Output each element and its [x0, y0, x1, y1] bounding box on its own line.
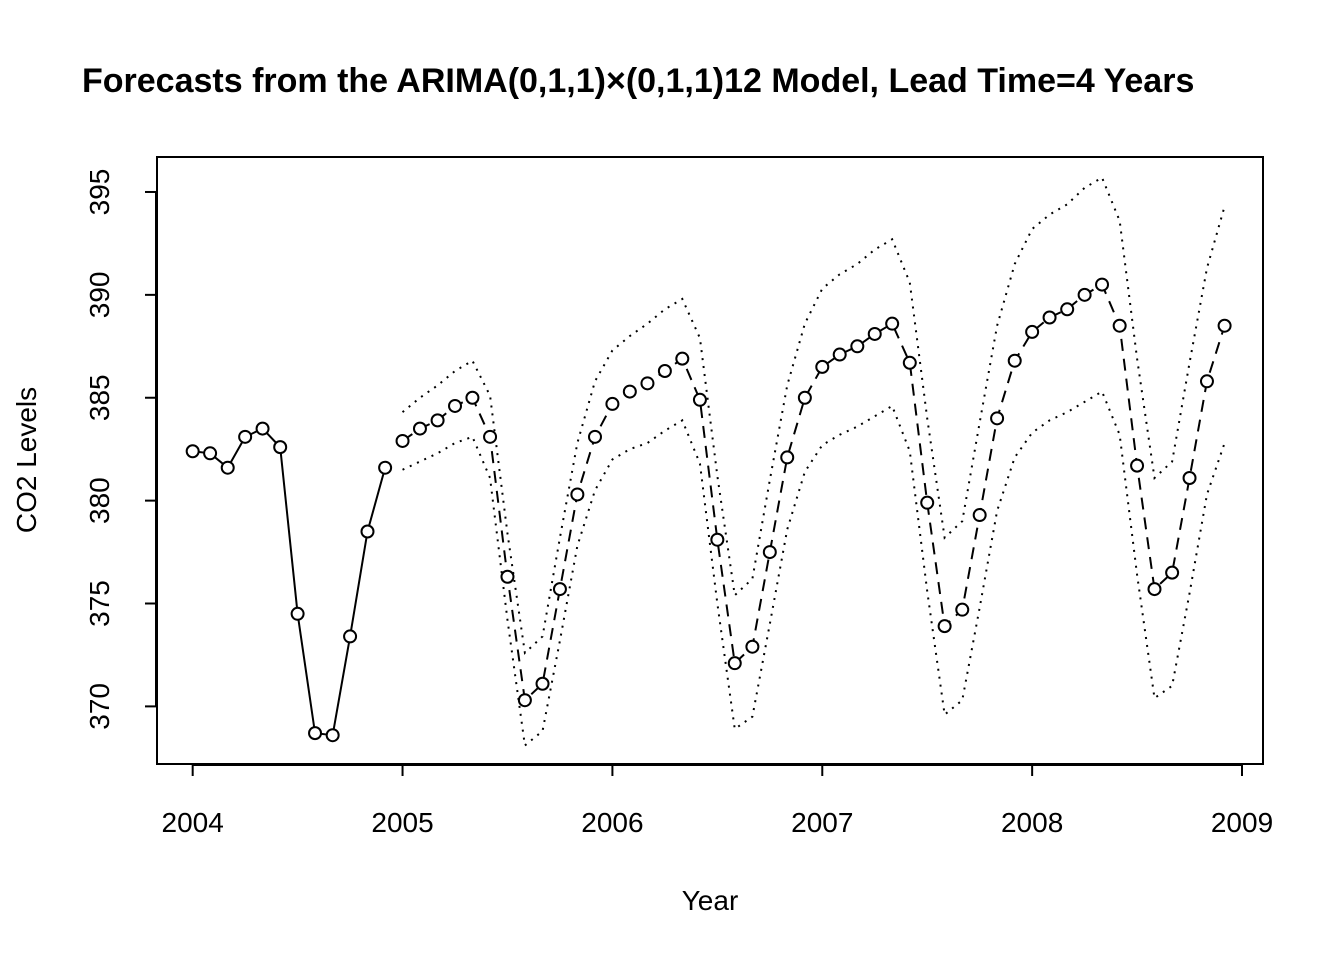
series-lines	[192, 176, 1226, 748]
forecast-point	[1042, 310, 1057, 325]
forecast-point	[1025, 324, 1040, 339]
forecast-point	[552, 582, 567, 597]
forecast-point	[867, 326, 882, 341]
observed-point	[255, 421, 270, 436]
forecast-series-line	[401, 283, 1226, 703]
observed-point	[185, 444, 200, 459]
x-tick-label: 2004	[162, 807, 224, 838]
forecast-point	[815, 359, 830, 374]
forecast-point	[832, 347, 847, 362]
observed-point	[378, 460, 393, 475]
forecast-point	[1182, 470, 1197, 485]
forecast-point	[587, 429, 602, 444]
forecast-point	[448, 398, 463, 413]
forecast-point	[535, 676, 550, 691]
x-tick-label: 2009	[1211, 807, 1273, 838]
y-axis: 370 375 380 385 390 395	[84, 169, 157, 730]
forecast-point	[483, 429, 498, 444]
forecast-point	[622, 384, 637, 399]
observed-point	[238, 429, 253, 444]
observed-point	[203, 446, 218, 461]
forecast-point	[972, 508, 987, 523]
forecast-point	[675, 351, 690, 366]
forecast-point	[797, 390, 812, 405]
forecast-point	[605, 396, 620, 411]
observed-point	[325, 728, 340, 743]
forecast-point	[937, 619, 952, 634]
forecast-point	[517, 693, 532, 708]
y-tick-label: 375	[84, 580, 115, 627]
forecast-point	[780, 450, 795, 465]
forecast-point	[657, 363, 672, 378]
forecast-point	[850, 339, 865, 354]
forecast-point	[710, 532, 725, 547]
forecast-point	[1165, 565, 1180, 580]
x-tick-label: 2007	[791, 807, 853, 838]
forecast-point	[430, 413, 445, 428]
observed-series-line	[192, 427, 387, 737]
observed-point	[290, 606, 305, 621]
forecast-point	[1217, 318, 1232, 333]
observed-point	[273, 440, 288, 455]
y-tick-label: 385	[84, 374, 115, 421]
y-tick-label: 395	[84, 169, 115, 216]
forecast-point	[745, 639, 760, 654]
upper-limit-line	[401, 176, 1226, 655]
forecast-point	[465, 390, 480, 405]
y-axis-label: CO2 Levels	[11, 387, 42, 533]
forecast-point	[1112, 318, 1127, 333]
forecast-point	[1147, 582, 1162, 597]
y-tick-label: 390	[84, 272, 115, 319]
x-tick-label: 2005	[371, 807, 433, 838]
x-axis-label: Year	[682, 885, 739, 916]
x-tick-label: 2006	[581, 807, 643, 838]
observed-point	[343, 629, 358, 644]
forecast-point	[1077, 287, 1092, 302]
forecast-point	[955, 602, 970, 617]
forecast-point	[1060, 302, 1075, 317]
forecast-point	[640, 376, 655, 391]
forecast-point	[1095, 277, 1110, 292]
forecast-point	[412, 421, 427, 436]
series-points	[185, 277, 1232, 743]
observed-point	[308, 726, 323, 741]
forecast-point	[395, 433, 410, 448]
chart-title: Forecasts from the ARIMA(0,1,1)×(0,1,1)1…	[82, 62, 1194, 100]
forecast-point	[920, 495, 935, 510]
forecast-point	[1007, 353, 1022, 368]
lower-limit-line	[402, 390, 1226, 748]
y-tick-label: 370	[84, 683, 115, 730]
forecast-point	[1130, 458, 1145, 473]
forecast-point	[990, 411, 1005, 426]
forecast-point	[727, 656, 742, 671]
y-tick-label: 380	[84, 477, 115, 524]
plot-frame	[156, 156, 1264, 765]
forecast-point	[885, 316, 900, 331]
forecast-point	[570, 487, 585, 502]
forecast-point	[500, 569, 515, 584]
x-tick-label: 2008	[1001, 807, 1063, 838]
forecast-point	[1199, 374, 1214, 389]
x-axis: 2004 2005 2006 2007 2008 2009	[162, 764, 1273, 838]
observed-point	[220, 460, 235, 475]
observed-point	[360, 524, 375, 539]
forecast-point	[692, 392, 707, 407]
forecast-point	[902, 355, 917, 370]
forecast-point	[762, 545, 777, 560]
